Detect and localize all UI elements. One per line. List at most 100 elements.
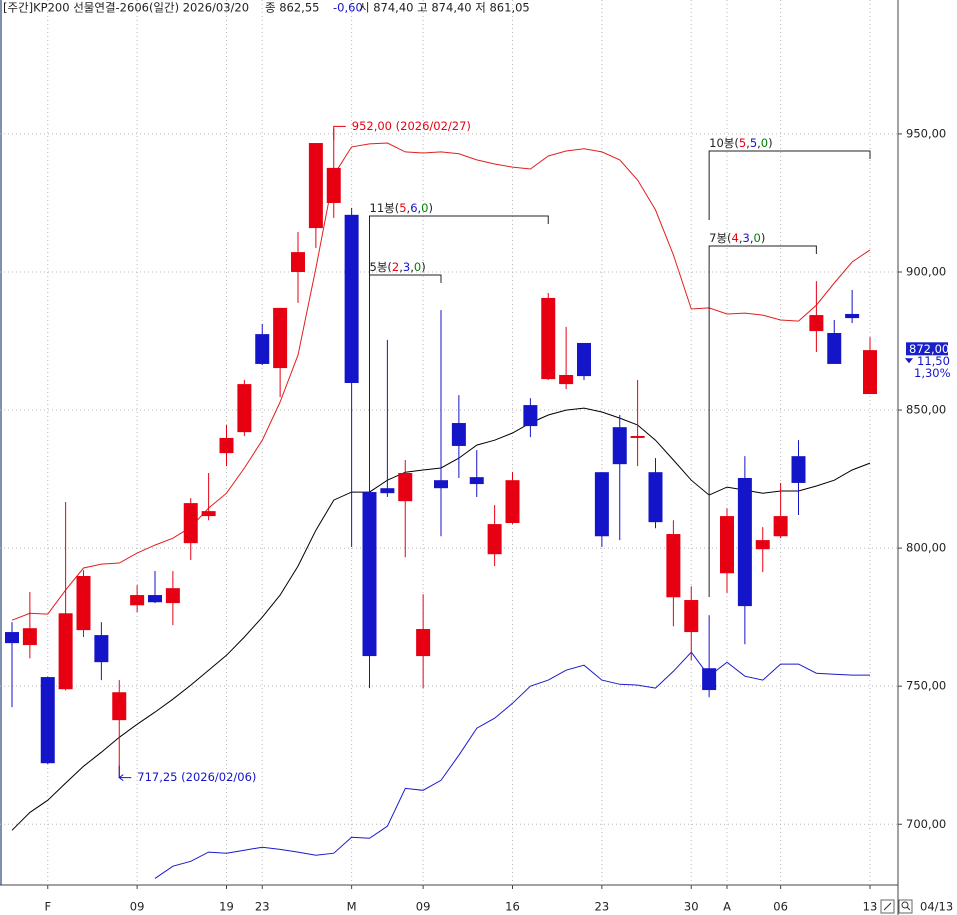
bracket-label: 5봉(2,3,0) (370, 260, 426, 274)
candle-body (487, 524, 502, 555)
candle-body (416, 629, 431, 657)
candle-body (612, 427, 627, 465)
candle-body (130, 595, 145, 606)
bracket-label-part: 11봉( (370, 201, 400, 215)
x-tick-label: 13 (863, 900, 878, 914)
bracket-label-part: 5 (739, 136, 746, 150)
candle-body (165, 588, 180, 604)
candle-body (559, 374, 574, 385)
candle-body (469, 477, 484, 485)
candle-body (702, 668, 717, 691)
bracket-label-part: 6 (410, 201, 417, 215)
x-tick-label: 09 (130, 900, 145, 914)
x-tick-label: F (44, 900, 51, 914)
bracket-label-part: 0 (753, 231, 760, 245)
high-note: 952,00 (2026/02/27) (352, 119, 471, 133)
bracket-label: 7봉(4,3,0) (709, 231, 765, 245)
bracket-label-part: 3 (743, 231, 750, 245)
candle-body (737, 477, 752, 607)
y-tick-label: 850,00 (906, 403, 946, 417)
candle-body (398, 473, 413, 502)
bracket-label-part: 4 (732, 231, 739, 245)
x-tick-label: 16 (505, 900, 520, 914)
candle-body (219, 437, 234, 454)
bracket-label-part: 7봉( (709, 231, 731, 245)
bracket-label-part: , (418, 201, 422, 215)
bracket-label: 10봉(5,5,0) (709, 136, 773, 150)
candle-body (308, 143, 323, 229)
zoom-button[interactable] (898, 899, 913, 914)
bracket-label-part: 5 (750, 136, 757, 150)
y-tick-label: 900,00 (906, 264, 946, 278)
magnifier-handle (906, 906, 911, 911)
candle-body (58, 613, 73, 690)
candle-body (630, 436, 645, 438)
change-pct-label: 1,30% (914, 366, 951, 380)
edit-button[interactable] (880, 899, 895, 914)
candle-body (505, 480, 520, 523)
bracket-label-part: , (407, 201, 411, 215)
bracket-label-part: , (757, 136, 761, 150)
candle-body (22, 628, 37, 646)
y-tick-label: 750,00 (906, 679, 946, 693)
candle-body (291, 252, 305, 272)
pencil-icon (883, 902, 892, 911)
low-note: 717,25 (2026/02/06) (137, 770, 256, 784)
bracket-label-part: ) (761, 231, 766, 245)
candle-body (791, 456, 806, 483)
y-tick-label: 700,00 (906, 817, 946, 831)
bracket-label-part: 5봉( (370, 260, 392, 274)
low-leader (118, 765, 132, 782)
x-tick-label: M (347, 900, 357, 914)
plot-area (5, 128, 877, 879)
candle-body (380, 488, 395, 494)
change-arrow (905, 358, 913, 364)
candle-body (5, 632, 19, 644)
candle-body (720, 516, 734, 574)
bracket-label-part: 0 (421, 201, 428, 215)
bracket-label-part: 5 (399, 201, 406, 215)
magnifier-icon (901, 901, 909, 909)
candle-body (183, 503, 198, 544)
last-date: 04/13 (920, 900, 953, 914)
candle-body (40, 677, 55, 764)
x-tick-label: 23 (255, 900, 270, 914)
candle-body (237, 384, 252, 433)
candle-body (362, 492, 377, 657)
y-tick-label: 800,00 (906, 541, 946, 555)
bracket-label-part: , (746, 136, 750, 150)
x-tick-label: A (723, 900, 731, 914)
candle-body (827, 333, 842, 364)
band-upper (11, 142, 871, 621)
title-ohlc: 시 874,40 고 874,40 저 861,05 (359, 1, 530, 15)
band-lower (154, 651, 870, 879)
bracket-label-part: 2 (392, 260, 399, 274)
candle-body (273, 307, 288, 369)
title-change: -0,60 (333, 1, 363, 15)
x-tick-label: 23 (595, 900, 610, 914)
candle-body (773, 516, 788, 537)
x-tick-label: 30 (684, 900, 699, 914)
candle-body (201, 511, 216, 517)
price-label: 872,00 (909, 342, 949, 356)
bracket-label-part: , (399, 260, 403, 274)
candle-body (809, 315, 824, 332)
candle-body (434, 480, 448, 489)
high-leader (333, 125, 346, 141)
candle-body (594, 472, 609, 537)
candle-body (648, 472, 663, 523)
change-label: 11,50 (917, 354, 950, 368)
bracket-line (708, 150, 871, 220)
bracket-line (369, 274, 442, 410)
bracket-label-part: 3 (403, 260, 410, 274)
candle-body (863, 350, 877, 395)
candle-body (112, 692, 127, 721)
candle-body (666, 534, 681, 598)
candle-body (76, 576, 91, 631)
candle-body (541, 297, 556, 380)
bracket-label-part: 10봉( (709, 136, 739, 150)
candle-body (523, 405, 538, 427)
candle-body (255, 334, 270, 364)
x-tick-label: 09 (416, 900, 431, 914)
bracket-label: 11봉(5,6,0) (370, 201, 434, 215)
